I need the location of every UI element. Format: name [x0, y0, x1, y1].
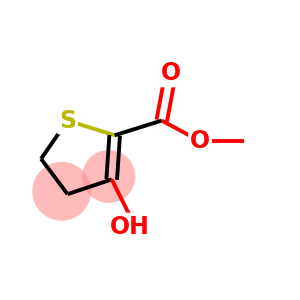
Text: O: O	[160, 61, 181, 85]
Circle shape	[32, 162, 91, 221]
Text: O: O	[190, 129, 210, 153]
Text: S: S	[59, 109, 76, 133]
Text: OH: OH	[110, 214, 149, 239]
Circle shape	[82, 150, 135, 203]
